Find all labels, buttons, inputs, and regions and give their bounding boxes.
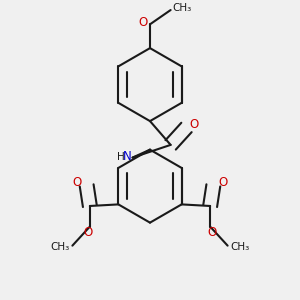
Text: CH₃: CH₃ bbox=[51, 242, 70, 252]
Text: H: H bbox=[117, 152, 124, 162]
Text: N: N bbox=[123, 150, 132, 163]
Text: O: O bbox=[207, 226, 217, 239]
Text: CH₃: CH₃ bbox=[172, 3, 191, 14]
Text: O: O bbox=[190, 118, 199, 131]
Text: CH₃: CH₃ bbox=[230, 242, 249, 252]
Text: O: O bbox=[138, 16, 148, 29]
Text: O: O bbox=[73, 176, 82, 189]
Text: O: O bbox=[83, 226, 93, 239]
Text: O: O bbox=[218, 176, 227, 189]
